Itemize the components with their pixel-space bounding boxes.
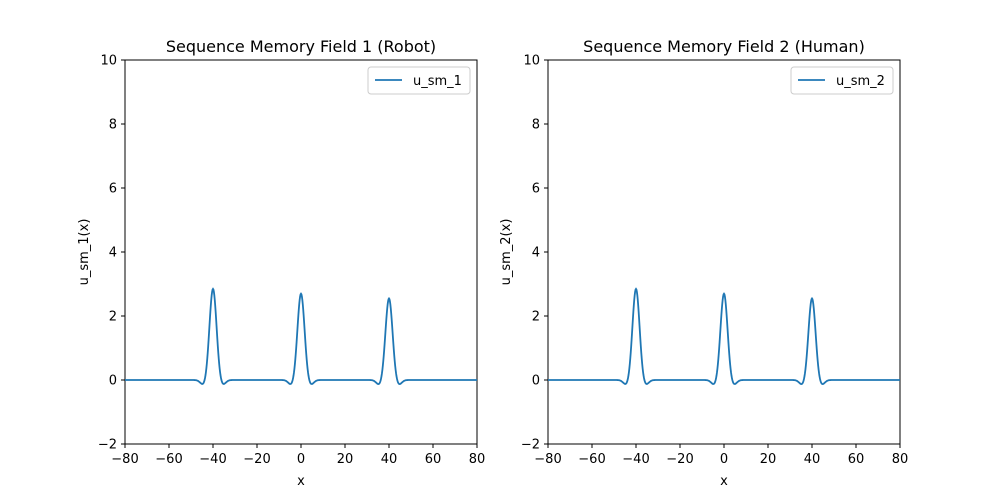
x-tick-label: 40 — [381, 452, 398, 467]
legend: u_sm_2 — [790, 66, 894, 95]
y-tick-label: 4 — [109, 246, 117, 261]
subplot-human: Sequence Memory Field 2 (Human) −80 −60 −4… — [499, 37, 908, 489]
x-tick-label: −80 — [111, 452, 138, 467]
x-tick-label: 20 — [760, 452, 777, 467]
y-tick-label: 0 — [532, 374, 540, 389]
series-line-u-sm-2 — [548, 287, 900, 385]
x-tick-label: 60 — [425, 452, 442, 467]
chart-title: Sequence Memory Field 1 (Robot) — [166, 37, 436, 56]
y-tick-label: 8 — [532, 118, 540, 133]
subplot-robot: Sequence Memory Field 1 (Robot) −80 −60 −4… — [77, 37, 485, 489]
x-tick-label: −40 — [199, 452, 226, 467]
plot-area — [124, 59, 478, 445]
x-tick-label: −20 — [243, 452, 270, 467]
y-tick-label: 6 — [532, 182, 540, 197]
y-tick-label: 2 — [532, 310, 540, 325]
x-tick-label: 60 — [848, 452, 865, 467]
x-tick-label: −60 — [155, 452, 182, 467]
y-tick-label: 2 — [109, 310, 117, 325]
x-tick-label: −40 — [622, 452, 649, 467]
y-axis-ticks: −2 0 2 4 6 8 10 — [98, 54, 125, 453]
y-tick-label: 0 — [109, 374, 117, 389]
x-axis-ticks: −80 −60 −40 −20 0 20 40 60 80 — [534, 444, 908, 467]
y-tick-label: −2 — [98, 438, 117, 453]
x-tick-label: −80 — [534, 452, 561, 467]
y-axis-ticks: −2 0 2 4 6 8 10 — [521, 54, 548, 453]
legend-box — [367, 66, 471, 95]
y-tick-label: 8 — [109, 118, 117, 133]
plot-area — [547, 59, 901, 445]
x-tick-label: −60 — [578, 452, 605, 467]
x-tick-label: 40 — [804, 452, 821, 467]
legend-box — [790, 66, 894, 95]
x-tick-label: 0 — [720, 452, 728, 467]
x-axis-label: x — [720, 474, 728, 489]
y-tick-label: 10 — [523, 54, 540, 69]
x-tick-label: 20 — [337, 452, 354, 467]
x-tick-label: 80 — [469, 452, 486, 467]
y-tick-label: −2 — [521, 438, 540, 453]
series-line-u-sm-1 — [125, 287, 477, 385]
legend: u_sm_1 — [367, 66, 471, 95]
y-tick-label: 10 — [100, 54, 117, 69]
legend-label: u_sm_2 — [836, 74, 885, 89]
x-tick-label: 0 — [297, 452, 305, 467]
x-tick-label: 80 — [892, 452, 909, 467]
legend-label: u_sm_1 — [413, 74, 462, 89]
x-axis-ticks: −80 −60 −40 −20 0 20 40 60 80 — [111, 444, 485, 467]
x-tick-label: −20 — [666, 452, 693, 467]
y-axis-label: u_sm_1(x) — [77, 219, 92, 286]
y-tick-label: 6 — [109, 182, 117, 197]
chart-title: Sequence Memory Field 2 (Human) — [583, 37, 865, 56]
y-axis-label: u_sm_2(x) — [499, 219, 514, 286]
y-tick-label: 4 — [532, 246, 540, 261]
x-axis-label: x — [297, 474, 305, 489]
